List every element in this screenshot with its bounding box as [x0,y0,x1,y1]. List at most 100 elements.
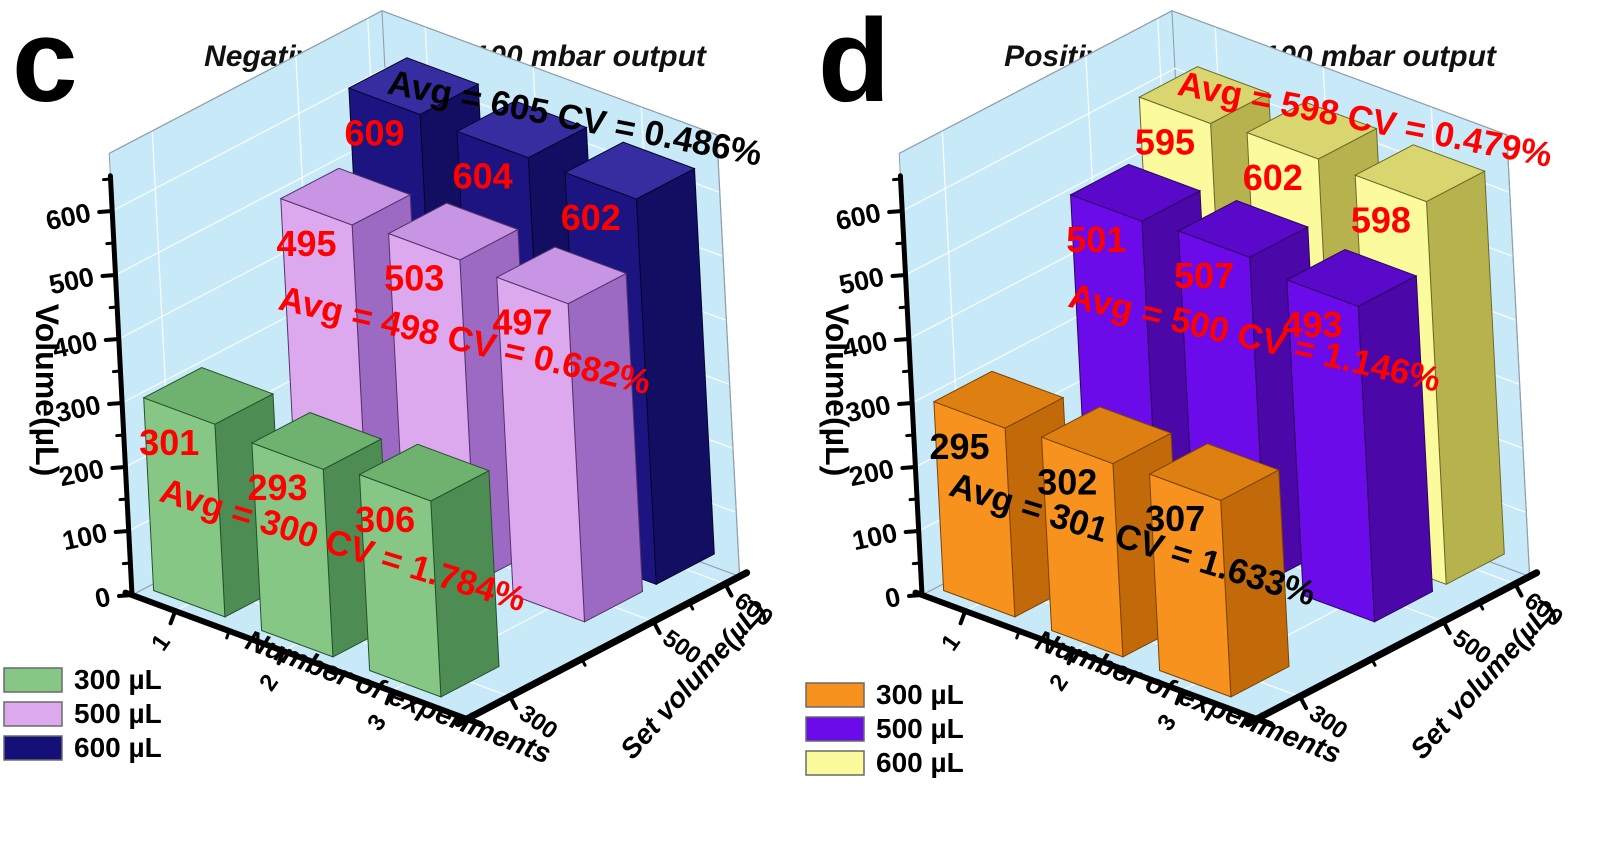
wall-top-edge [108,10,718,154]
bar-top-face [1177,200,1310,258]
wall-right-edge [1506,134,1531,578]
legend-item: 500 µL [805,713,964,744]
bar-top-face [932,370,1065,429]
z-tick-label: 600 [43,198,93,237]
z-axis-tick [103,337,121,342]
y-axis [454,569,751,728]
z-axis-tick [107,401,125,406]
legend-swatch [805,682,865,708]
z-axis-minor-tick [121,561,132,566]
legend-item: 300 µL [3,664,162,695]
bar-value-label: 306 [355,499,415,540]
grid-line [114,131,389,276]
wall-right-edge [716,134,741,578]
bar-top-face [387,202,520,261]
grid-line [901,67,1176,212]
z-axis-minor-tick [115,433,126,438]
bar-top-face [1353,144,1486,203]
x-axis [122,589,484,728]
z-axis-minor-tick [111,369,122,374]
z-axis-minor-tick [108,305,119,310]
z-axis-tick [110,465,128,470]
y-axis-minor-tick [580,657,587,667]
z-tick-label: 100 [60,518,110,557]
x-tick-label: 1 [936,629,966,655]
bar-value-label: 598 [1351,199,1411,240]
bar-value-label: 293 [248,467,308,508]
legend-label: 600 µL [876,747,964,778]
z-axis-minor-tick [901,369,912,374]
legend-label: 500 µL [876,713,964,744]
y-axis-tick [651,619,662,636]
bar-top-face [358,443,491,502]
x-tick-label: 2 [1044,669,1074,695]
x-axis-tick [276,649,286,666]
y-axis-tick [723,581,734,598]
bar-value-label: 497 [492,302,552,343]
y-axis-tick [1441,619,1452,636]
x-axis-tick [1174,689,1184,706]
z-tick-label: 600 [833,198,883,237]
x-axis [912,589,1274,728]
z-axis-tick [887,209,905,214]
x-axis-tick [1066,649,1076,666]
z-axis-title: Volume(µL) [29,304,65,477]
y-axis [1244,569,1541,728]
z-axis [897,173,925,598]
x-tick-label: 2 [254,669,284,695]
bar-value-label: 302 [1037,461,1097,502]
z-axis-minor-tick [892,177,903,182]
bar-top-face [142,366,275,425]
y-axis-tick [1513,581,1524,598]
bar-value-label: 493 [1283,304,1343,345]
bar-value-label: 295 [929,426,989,467]
panel-c-corner-letter: c [12,0,78,127]
bar-top-face [1245,101,1378,160]
x-tick-label: 1 [146,629,176,655]
x-axis-minor-tick [1015,629,1021,640]
z-axis-minor-tick [898,305,909,310]
legend-item: 500 µL [3,698,162,729]
z-tick-label: 500 [836,262,886,301]
z-axis-minor-tick [105,241,116,246]
z-axis-minor-tick [895,241,906,246]
legend-swatch [3,667,63,693]
bar-value-label: 307 [1145,498,1205,539]
bar-top-face [250,412,383,470]
bar-500uL-exp3 [495,246,644,623]
bar-value-label: 503 [384,258,444,299]
x-axis-tick [168,609,178,626]
bar-top-face [1040,406,1173,465]
bar-top-face [1069,163,1202,222]
bar-value-label: 495 [276,223,336,264]
legend-label: 600 µL [74,732,162,763]
y-axis-minor-tick [1370,657,1377,667]
bar-top-face [1138,66,1270,125]
z-axis-minor-tick [908,497,919,502]
bar-value-label: 602 [1243,157,1303,198]
bar-300uL-exp3 [358,443,500,698]
bar-value-label: 609 [344,112,404,153]
bar-value-label: 301 [139,422,199,463]
x-axis-tick [384,689,394,706]
z-axis-minor-tick [118,497,129,502]
x-axis-minor-tick [1123,669,1129,680]
bar-top-face [495,246,628,305]
grid-line [111,67,386,212]
z-axis-tick [903,529,921,534]
legend-swatch [3,735,63,761]
y-axis-tick [507,694,519,711]
legend-swatch [805,750,865,776]
z-tick-label: 100 [850,518,900,557]
wall-top-edge [898,10,1508,154]
x-axis-minor-tick [225,629,231,640]
bar-value-label: 604 [453,156,513,197]
bar-value-label: 595 [1135,121,1195,162]
bar-top-face [1285,248,1418,307]
x-tick-label: 3 [1152,709,1182,735]
z-axis-minor-tick [911,561,922,566]
legend-item: 600 µL [805,747,964,778]
panel-d-corner-letter: d [818,0,890,127]
